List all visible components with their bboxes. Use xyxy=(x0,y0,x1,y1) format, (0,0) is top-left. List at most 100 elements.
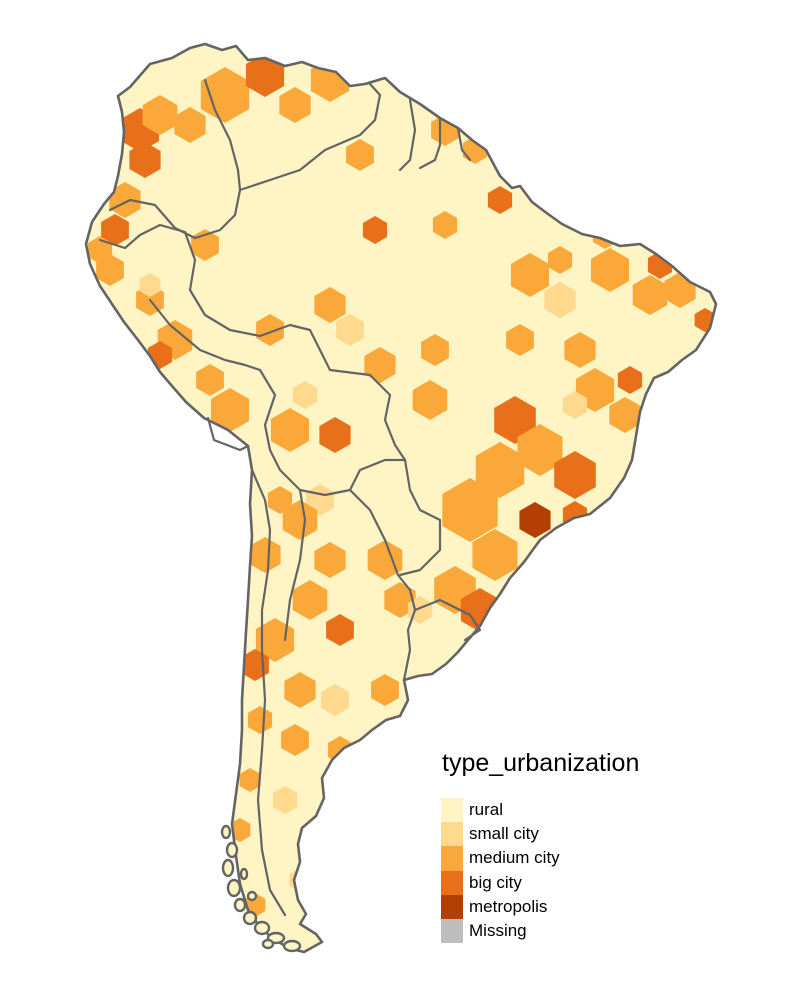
urbanization-cell xyxy=(487,186,513,214)
urbanization-cell xyxy=(506,324,534,356)
legend-label-metropolis: metropolis xyxy=(469,896,548,916)
country-border xyxy=(258,368,352,497)
country-border xyxy=(203,78,242,192)
urbanization-cell xyxy=(292,381,318,409)
urbanization-cell xyxy=(547,246,573,274)
island xyxy=(233,897,247,913)
legend-swatch-missing xyxy=(441,918,463,944)
urbanization-cell xyxy=(314,542,346,578)
island xyxy=(220,824,232,840)
country-border xyxy=(348,488,417,612)
urbanization-cell xyxy=(384,582,416,618)
legend-item-rural: rural xyxy=(441,798,761,823)
country-border xyxy=(250,468,287,917)
country-border xyxy=(318,348,407,462)
legend-item-missing: Missing xyxy=(441,918,761,944)
country-border xyxy=(238,82,382,192)
urbanization-cell xyxy=(279,87,311,123)
legend-label-rural: rural xyxy=(469,800,504,820)
legend-swatch-rural xyxy=(441,798,463,823)
legend-swatch-medium-city xyxy=(441,846,463,871)
urbanization-cell xyxy=(210,388,250,432)
urbanization-cell xyxy=(544,282,576,318)
country-border xyxy=(402,608,417,682)
country-border xyxy=(206,416,250,452)
urbanization-cell xyxy=(292,580,328,620)
urbanization-cell xyxy=(336,314,364,346)
urbanization-cell xyxy=(326,614,354,646)
urbanization-cell xyxy=(109,182,141,218)
island xyxy=(253,920,271,936)
urbanization-cell xyxy=(564,332,596,368)
urbanization-cell xyxy=(321,684,349,716)
urbanization-cell xyxy=(284,672,316,708)
urbanization-cell xyxy=(196,364,224,396)
country-border xyxy=(98,223,187,250)
urbanization-cell xyxy=(282,500,318,540)
urbanization-cell xyxy=(590,248,630,292)
island xyxy=(242,910,258,926)
legend-swatch-small-city xyxy=(441,822,463,847)
urbanization-cell xyxy=(421,334,449,366)
urbanization-cell xyxy=(314,287,346,323)
urbanization-cell xyxy=(475,442,525,498)
urbanization-cell xyxy=(281,724,309,756)
island xyxy=(221,858,235,878)
urbanization-cell xyxy=(517,424,563,476)
urbanization-cell xyxy=(432,211,458,239)
urbanization-cell xyxy=(255,618,295,662)
legend-label-medium-city: medium city xyxy=(469,848,560,868)
island xyxy=(261,938,275,950)
country-border xyxy=(148,298,262,372)
legend-item-medium-city: medium city xyxy=(441,846,761,871)
urbanization-cell xyxy=(412,380,448,420)
urbanization-cell xyxy=(609,397,641,433)
island xyxy=(246,890,258,902)
urbanization-cell xyxy=(367,540,403,580)
urbanization-cell xyxy=(272,786,298,814)
urbanization-cell xyxy=(319,417,351,453)
urbanization-cell xyxy=(494,396,536,444)
urbanization-cell xyxy=(364,347,396,383)
urbanization-cell xyxy=(554,451,596,499)
country-border xyxy=(348,458,442,577)
urbanization-cell xyxy=(239,768,261,792)
legend-label-small-city: small city xyxy=(469,824,539,844)
legend-swatch-metropolis xyxy=(441,894,463,919)
urbanization-cell xyxy=(519,502,551,538)
island xyxy=(282,939,302,953)
urbanization-cell xyxy=(617,366,643,394)
legend-item-big-city: big city xyxy=(441,870,761,895)
legend-item-small-city: small city xyxy=(441,822,761,847)
urbanization-cell xyxy=(174,107,206,143)
legend-item-metropolis: metropolis xyxy=(441,894,761,919)
urbanization-cell xyxy=(267,486,293,514)
urbanization-cell xyxy=(362,216,388,244)
urbanization-cell xyxy=(200,67,250,123)
urbanization-cell xyxy=(371,674,399,706)
urbanization-cell xyxy=(562,391,588,419)
urbanization-cell xyxy=(270,408,310,452)
country-border xyxy=(398,98,417,172)
urbanization-cell xyxy=(632,275,668,315)
country-border xyxy=(418,116,442,170)
urbanization-cell xyxy=(346,139,374,171)
urbanization-cell xyxy=(129,142,161,178)
legend-swatch-big-city xyxy=(441,870,463,895)
legend-label-missing: Missing xyxy=(469,921,527,941)
island xyxy=(226,878,242,898)
country-borders xyxy=(98,78,482,917)
urbanization-cell xyxy=(139,273,161,297)
legend-title: type_urbanization xyxy=(442,749,640,777)
country-border xyxy=(456,126,472,162)
urbanization-cell xyxy=(245,53,285,97)
urbanization-cell xyxy=(510,253,550,297)
legend: type_urbanization rural small city mediu… xyxy=(441,748,761,944)
legend-label-big-city: big city xyxy=(469,872,522,892)
urbanization-cell xyxy=(247,706,273,734)
country-border xyxy=(283,488,307,642)
chile-southern-islands xyxy=(220,824,302,953)
urbanization-cell xyxy=(256,314,284,346)
